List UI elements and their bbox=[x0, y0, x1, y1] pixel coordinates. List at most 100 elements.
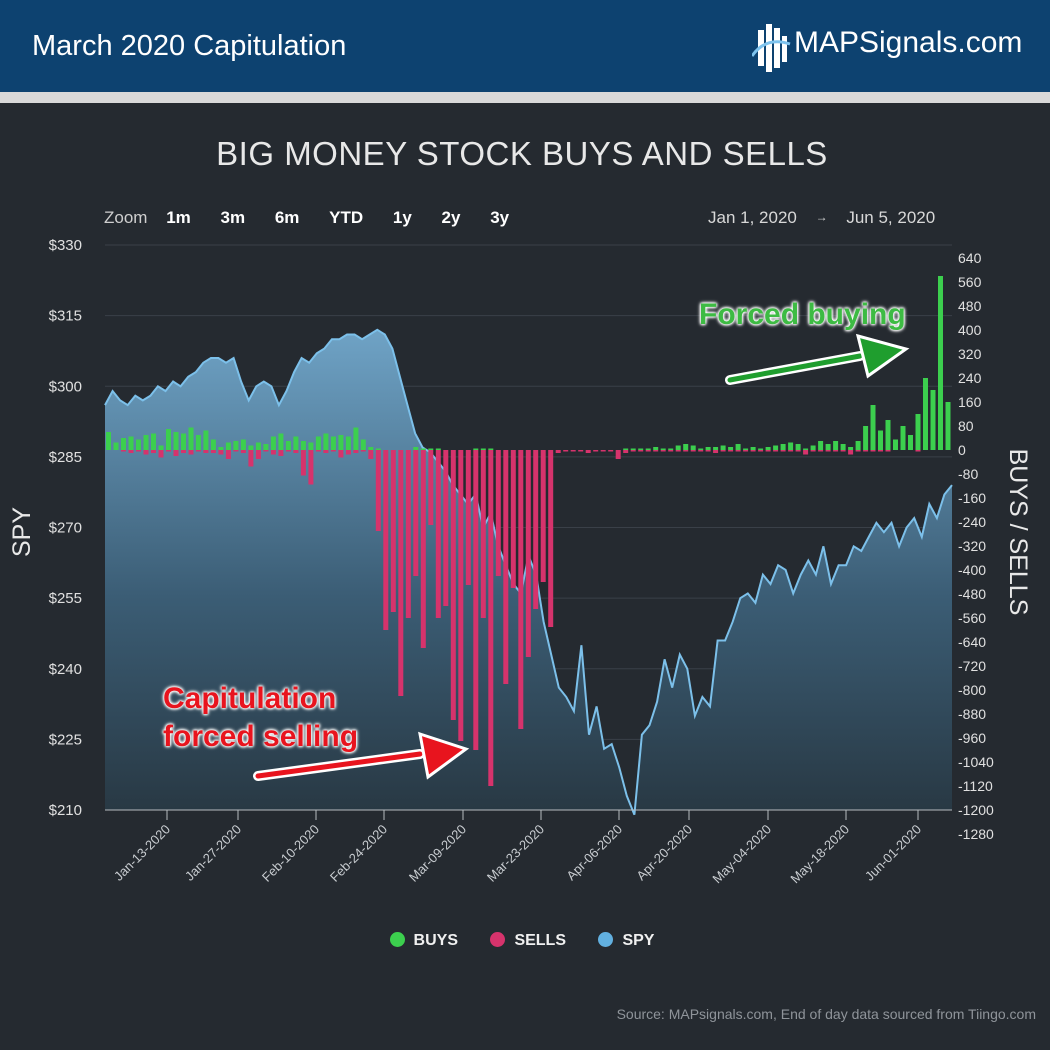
sell-bar[interactable] bbox=[525, 450, 531, 657]
buy-bar[interactable] bbox=[810, 445, 816, 451]
sell-bar[interactable] bbox=[720, 450, 726, 452]
buy-bar[interactable] bbox=[743, 448, 749, 451]
buy-bar[interactable] bbox=[930, 390, 936, 450]
sell-bar[interactable] bbox=[803, 450, 809, 455]
sell-bar[interactable] bbox=[690, 450, 696, 452]
sell-bar[interactable] bbox=[833, 450, 839, 452]
sell-bar[interactable] bbox=[203, 450, 209, 453]
sell-bar[interactable] bbox=[615, 450, 621, 459]
buy-bar[interactable] bbox=[638, 448, 644, 451]
sell-bar[interactable] bbox=[863, 450, 869, 452]
buy-bar[interactable] bbox=[315, 436, 321, 451]
sell-bar[interactable] bbox=[713, 450, 719, 453]
buy-bar[interactable] bbox=[225, 442, 231, 451]
zoom-3m-button[interactable]: 3m bbox=[220, 208, 246, 227]
sell-bar[interactable] bbox=[488, 450, 494, 786]
sell-bar[interactable] bbox=[578, 450, 584, 452]
zoom-1m-button[interactable]: 1m bbox=[166, 208, 191, 227]
buy-bar[interactable] bbox=[848, 447, 854, 450]
sell-bar[interactable] bbox=[660, 450, 666, 452]
sell-bar[interactable] bbox=[698, 450, 704, 452]
sell-bar[interactable] bbox=[563, 450, 569, 452]
buy-bar[interactable] bbox=[765, 447, 771, 450]
sell-bar[interactable] bbox=[533, 450, 539, 609]
sell-bar[interactable] bbox=[653, 450, 659, 452]
sell-bar[interactable] bbox=[705, 450, 711, 452]
sell-bar[interactable] bbox=[225, 450, 231, 459]
sell-bar[interactable] bbox=[210, 450, 216, 453]
sell-bar[interactable] bbox=[825, 450, 831, 452]
zoom-6m-button[interactable]: 6m bbox=[274, 208, 300, 227]
buy-bar[interactable] bbox=[878, 430, 883, 451]
sell-bar[interactable] bbox=[623, 450, 629, 453]
buy-bar[interactable] bbox=[240, 439, 246, 451]
sell-bar[interactable] bbox=[570, 450, 576, 452]
sell-bar[interactable] bbox=[848, 450, 854, 455]
sell-bar[interactable] bbox=[443, 450, 449, 606]
sell-bar[interactable] bbox=[218, 450, 224, 455]
sell-bar[interactable] bbox=[758, 450, 764, 452]
sell-bar[interactable] bbox=[450, 450, 456, 720]
sell-bar[interactable] bbox=[608, 450, 614, 452]
buy-bar[interactable] bbox=[203, 430, 209, 451]
sell-bar[interactable] bbox=[840, 450, 846, 452]
buy-bar[interactable] bbox=[368, 447, 374, 450]
sell-bar[interactable] bbox=[855, 450, 861, 452]
buy-bar[interactable] bbox=[900, 426, 906, 450]
buy-bar[interactable] bbox=[645, 448, 651, 451]
sell-bar[interactable] bbox=[518, 450, 524, 729]
sell-bar[interactable] bbox=[683, 450, 689, 452]
buy-bar[interactable] bbox=[795, 444, 801, 450]
sell-bar[interactable] bbox=[510, 450, 516, 588]
buy-bar[interactable] bbox=[113, 442, 119, 451]
sell-bar[interactable] bbox=[413, 450, 419, 576]
buy-bar[interactable] bbox=[353, 427, 359, 451]
sell-bar[interactable] bbox=[121, 450, 126, 452]
sell-bar[interactable] bbox=[750, 450, 756, 452]
sell-bar[interactable] bbox=[248, 450, 254, 467]
zoom-ytd-button[interactable]: YTD bbox=[329, 208, 364, 227]
sell-bar[interactable] bbox=[773, 450, 779, 452]
range-to-input[interactable]: Jun 5, 2020 bbox=[846, 208, 936, 227]
sell-bar[interactable] bbox=[383, 450, 389, 630]
sell-bar[interactable] bbox=[630, 450, 636, 452]
legend-sells[interactable]: SELLS bbox=[490, 930, 566, 950]
buy-bar[interactable] bbox=[885, 420, 891, 450]
buy-bar[interactable] bbox=[233, 441, 239, 450]
buy-bar[interactable] bbox=[308, 442, 314, 451]
buy-bar[interactable] bbox=[668, 448, 674, 451]
buy-bar[interactable] bbox=[630, 448, 636, 451]
sell-bar[interactable] bbox=[300, 450, 306, 476]
zoom-3y-button[interactable]: 3y bbox=[490, 208, 510, 227]
sell-bar[interactable] bbox=[188, 450, 194, 455]
sell-bar[interactable] bbox=[735, 450, 741, 452]
buy-bar[interactable] bbox=[855, 441, 861, 450]
zoom-2y-button[interactable]: 2y bbox=[441, 208, 461, 227]
sell-bar[interactable] bbox=[480, 450, 486, 618]
sell-bar[interactable] bbox=[668, 450, 674, 452]
sell-bar[interactable] bbox=[240, 450, 246, 453]
buy-bar[interactable] bbox=[698, 448, 704, 451]
buy-bar[interactable] bbox=[818, 441, 824, 450]
sell-bar[interactable] bbox=[788, 450, 794, 452]
sell-bar[interactable] bbox=[810, 450, 816, 452]
buy-bar[interactable] bbox=[218, 447, 224, 450]
buy-bar[interactable] bbox=[323, 433, 329, 451]
sell-bar[interactable] bbox=[495, 450, 501, 576]
sell-bar[interactable] bbox=[878, 450, 883, 452]
sell-bar[interactable] bbox=[136, 450, 141, 452]
buy-bar[interactable] bbox=[473, 448, 479, 451]
sell-bar[interactable] bbox=[435, 450, 441, 618]
buy-bar[interactable] bbox=[413, 447, 419, 450]
sell-bar[interactable] bbox=[795, 450, 801, 452]
buy-bar[interactable] bbox=[735, 444, 741, 450]
sell-bar[interactable] bbox=[885, 450, 891, 452]
sell-bar[interactable] bbox=[270, 450, 276, 455]
sell-bar[interactable] bbox=[465, 450, 471, 585]
buy-bar[interactable] bbox=[151, 433, 156, 451]
sell-bar[interactable] bbox=[743, 450, 749, 452]
buy-bar[interactable] bbox=[488, 448, 494, 451]
buy-bar[interactable] bbox=[173, 432, 179, 450]
buy-bar[interactable] bbox=[360, 439, 366, 451]
sell-bar[interactable] bbox=[375, 450, 381, 531]
